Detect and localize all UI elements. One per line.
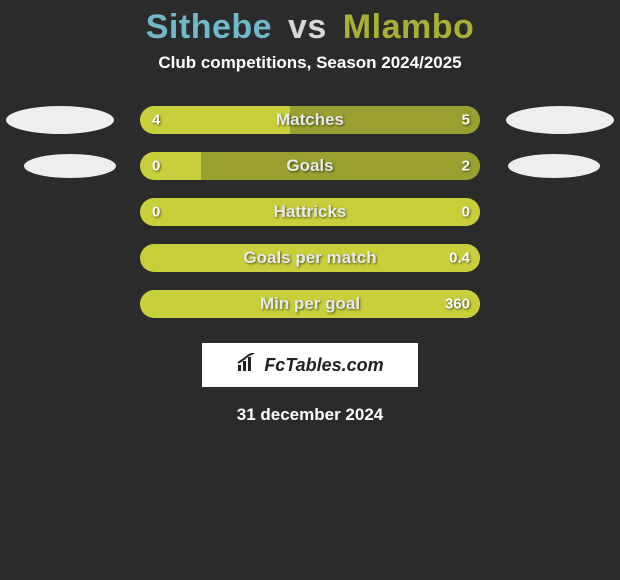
stat-bar-fill-right <box>201 152 480 180</box>
stat-row: Min per goal 360 <box>0 281 620 327</box>
stat-bar-fill-left <box>140 152 201 180</box>
comparison-infographic: Sithebe vs Mlambo Club competitions, Sea… <box>0 0 620 580</box>
brand-box: FcTables.com <box>202 343 418 387</box>
date-line: 31 december 2024 <box>0 405 620 425</box>
stat-value-right: 0 <box>462 204 470 221</box>
page-title: Sithebe vs Mlambo <box>0 0 620 47</box>
stat-value-left: 0 <box>152 158 160 175</box>
stat-row: Goals 0 2 <box>0 143 620 189</box>
stat-row: Matches 4 5 <box>0 97 620 143</box>
title-player2: Mlambo <box>343 8 474 46</box>
stat-bar: Hattricks 0 0 <box>140 198 480 226</box>
stat-value-right: 2 <box>462 158 470 175</box>
stat-row: Goals per match 0.4 <box>0 235 620 281</box>
stat-value-left: 0 <box>152 204 160 221</box>
brand-text: FcTables.com <box>264 355 383 376</box>
stat-value-right: 360 <box>445 296 470 313</box>
stat-bar: Matches 4 5 <box>140 106 480 134</box>
stat-bar: Goals 0 2 <box>140 152 480 180</box>
title-separator: vs <box>288 8 327 46</box>
stat-label: Min per goal <box>260 294 360 314</box>
stat-value-right: 5 <box>462 112 470 129</box>
title-player1: Sithebe <box>146 8 272 46</box>
stats-area: Matches 4 5 Goals 0 2 Hattricks 0 0 Goals per mat… <box>0 97 620 327</box>
stat-label: Matches <box>276 110 344 130</box>
stat-row: Hattricks 0 0 <box>0 189 620 235</box>
subtitle: Club competitions, Season 2024/2025 <box>0 53 620 73</box>
player-ellipse-right <box>506 106 614 134</box>
stat-label: Hattricks <box>274 202 347 222</box>
stat-label: Goals <box>286 156 333 176</box>
player-ellipse-right <box>508 154 600 178</box>
chart-icon <box>236 353 258 378</box>
stat-bar: Goals per match 0.4 <box>140 244 480 272</box>
stat-label: Goals per match <box>243 248 376 268</box>
player-ellipse-left <box>24 154 116 178</box>
stat-bar: Min per goal 360 <box>140 290 480 318</box>
stat-bar-fill-left <box>140 106 290 134</box>
player-ellipse-left <box>6 106 114 134</box>
stat-value-right: 0.4 <box>449 250 470 267</box>
stat-value-left: 4 <box>152 112 160 129</box>
